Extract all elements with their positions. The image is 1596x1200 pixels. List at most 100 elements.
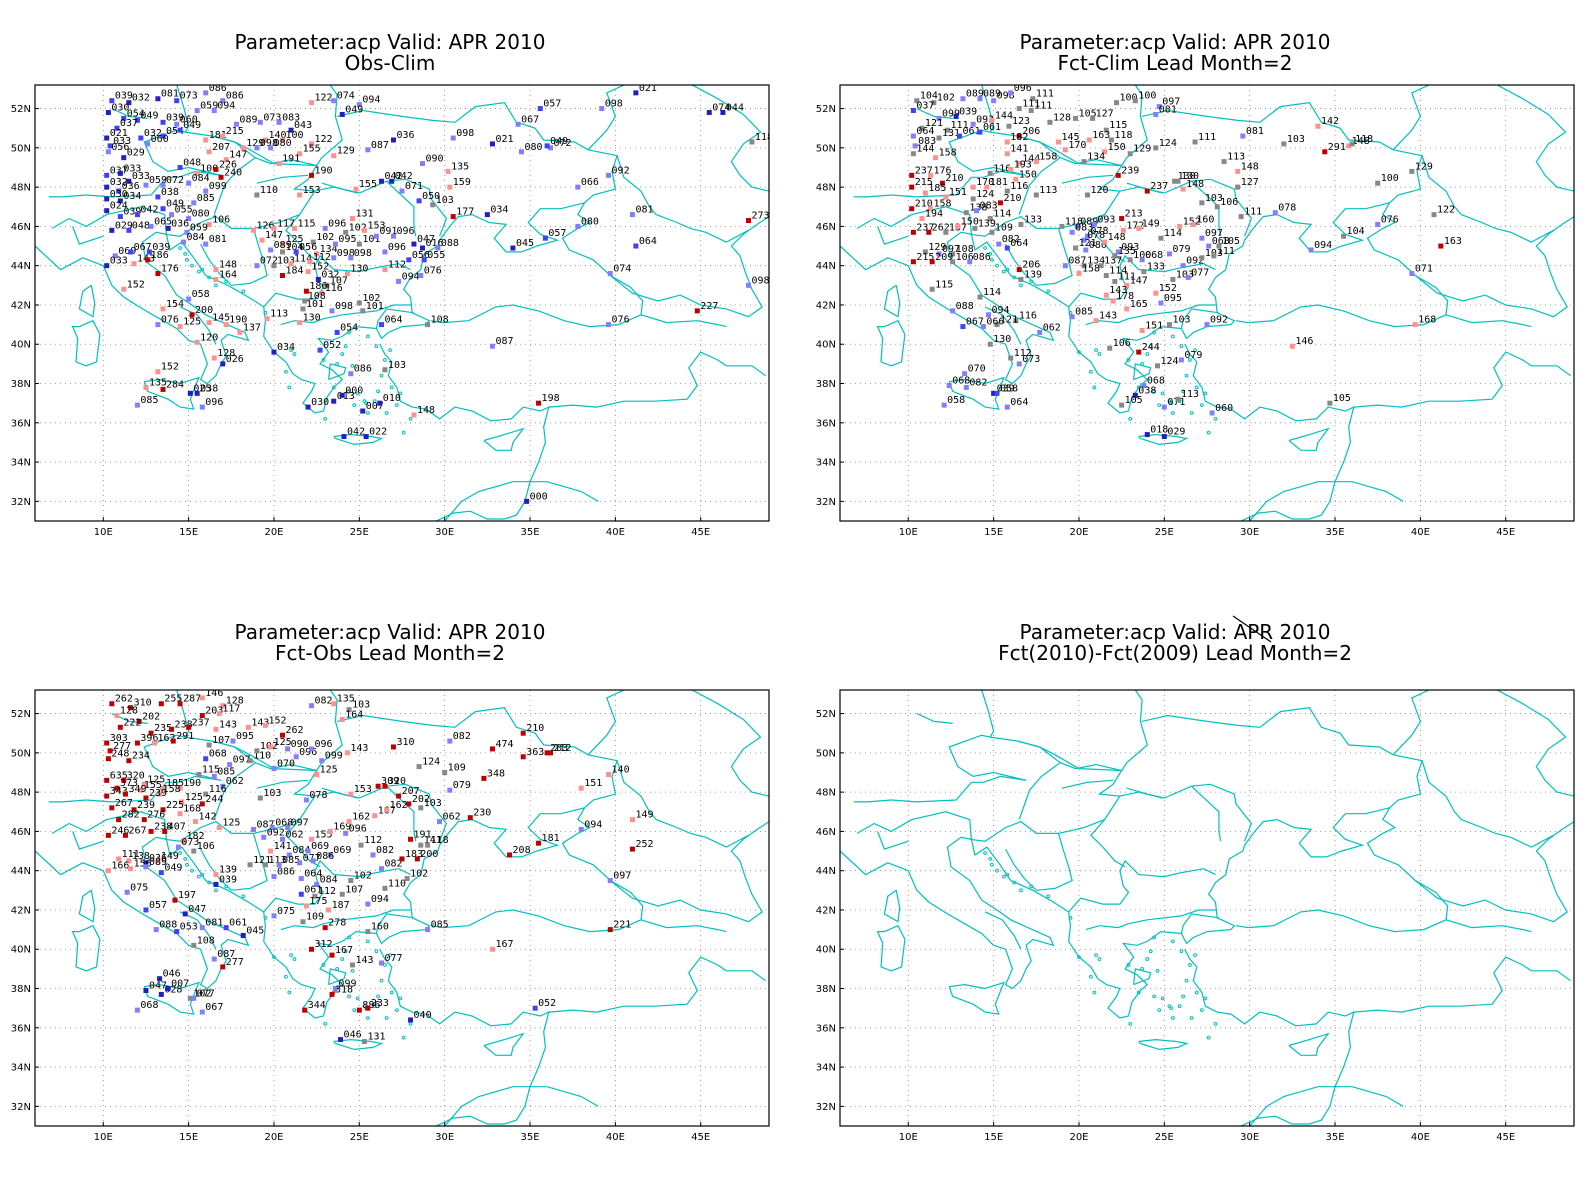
station-marker <box>143 182 149 188</box>
lon-tick-label: 15E <box>984 1132 1003 1143</box>
station-marker <box>360 308 366 314</box>
station-point: 116 <box>319 283 343 296</box>
station-point: 094 <box>356 95 380 108</box>
station-value: 098 <box>260 138 278 149</box>
station-marker <box>146 249 152 255</box>
station-marker <box>520 730 526 736</box>
station-value: 096 <box>315 739 333 750</box>
station-marker <box>1119 402 1125 408</box>
station-marker <box>399 856 405 862</box>
station-marker <box>910 151 916 157</box>
station-marker <box>114 125 120 131</box>
station-value: 083 <box>980 201 998 212</box>
station-value: 047 <box>417 234 435 245</box>
station-value: 073 <box>181 837 199 848</box>
station-point: 185 <box>922 183 946 196</box>
station-value: 077 <box>303 853 321 864</box>
station-marker <box>109 227 115 233</box>
station-point: 038 <box>1132 385 1156 398</box>
station-value: 113 <box>1039 185 1057 196</box>
station-value: 059 <box>200 101 218 112</box>
station-marker <box>309 172 315 178</box>
station-value: 081 <box>205 918 223 929</box>
station-marker <box>247 758 253 764</box>
station-point: 030 <box>305 397 329 410</box>
station-point: 097 <box>1156 97 1180 110</box>
station-value: 158 <box>939 148 957 159</box>
station-point: 007 <box>360 401 384 414</box>
station-point: 061 <box>977 122 1001 135</box>
station-value: 116 <box>993 163 1011 174</box>
station-point: 061 <box>298 884 322 897</box>
station-point: 172 <box>1120 220 1144 233</box>
station-marker <box>1158 300 1164 306</box>
station-value: 085 <box>140 395 158 406</box>
station-marker <box>1120 227 1126 233</box>
station-point: 086 <box>967 252 991 265</box>
station-marker <box>131 261 137 267</box>
station-value: 073 <box>1022 354 1040 365</box>
station-value: 150 <box>961 216 979 227</box>
station-value: 312 <box>315 939 333 950</box>
station-marker <box>1144 432 1150 438</box>
station-point: 181 <box>203 130 227 143</box>
station-value: 117 <box>222 704 240 715</box>
lon-tick-label: 10E <box>94 527 113 538</box>
station-point: 067 <box>128 242 152 255</box>
station-point: 097 <box>227 755 251 768</box>
station-point: 239 <box>143 788 167 801</box>
station-value: 071 <box>1415 264 1433 275</box>
station-marker <box>250 227 256 233</box>
station-value: 122 <box>315 134 333 145</box>
station-value: 239 <box>1121 165 1139 176</box>
station-value: 127 <box>1096 108 1114 119</box>
station-point: 092 <box>1204 315 1228 328</box>
station-point: 078 <box>1085 226 1109 239</box>
station-point: 075 <box>271 906 295 919</box>
station-marker <box>331 153 337 159</box>
station-marker <box>396 278 402 284</box>
station-value: 083 <box>918 136 936 147</box>
station-value: 106 <box>212 214 230 225</box>
station-value: 198 <box>542 393 560 404</box>
station-marker <box>382 783 388 789</box>
station-point: 137 <box>1098 256 1122 269</box>
station-marker <box>216 711 222 717</box>
station-value: 054 <box>340 322 358 333</box>
station-marker <box>365 929 371 935</box>
station-value: 128 <box>217 348 235 359</box>
station-value: 125 <box>183 317 201 328</box>
station-point: 125 <box>268 737 292 750</box>
station-marker <box>128 249 134 255</box>
station-value: 163 <box>1444 236 1462 247</box>
station-value: 060 <box>151 134 169 145</box>
station-marker <box>271 225 277 231</box>
lat-tick-label: 42N <box>816 300 836 311</box>
station-point: 036 <box>390 130 415 143</box>
station-value: 042 <box>347 427 365 438</box>
station-point: 094 <box>578 819 602 832</box>
lat-tick-label: 46N <box>11 222 31 233</box>
station-point: 066 <box>980 317 1004 330</box>
station-value: 083 <box>1075 222 1093 233</box>
station-marker <box>276 161 282 167</box>
station-marker <box>117 198 123 204</box>
station-value: 061 <box>229 918 247 929</box>
station-marker <box>349 962 355 968</box>
station-point: 087 <box>489 336 514 349</box>
station-marker <box>262 862 268 868</box>
station-value: 029 <box>1167 427 1185 438</box>
station-value: 158 <box>163 784 181 795</box>
station-point: 135 <box>143 377 167 390</box>
station-point: 081 <box>1240 126 1264 139</box>
station-value: 190 <box>183 778 201 789</box>
station-point: 055 <box>169 205 193 218</box>
station-point: 262 <box>280 725 304 738</box>
station-marker <box>104 172 110 178</box>
station-value: 105 <box>1333 393 1351 404</box>
station-point: 032 <box>104 177 128 190</box>
station-point: 118 <box>1059 216 1083 229</box>
station-marker <box>520 754 526 760</box>
station-marker <box>382 885 388 891</box>
station-value: 033 <box>110 256 128 267</box>
